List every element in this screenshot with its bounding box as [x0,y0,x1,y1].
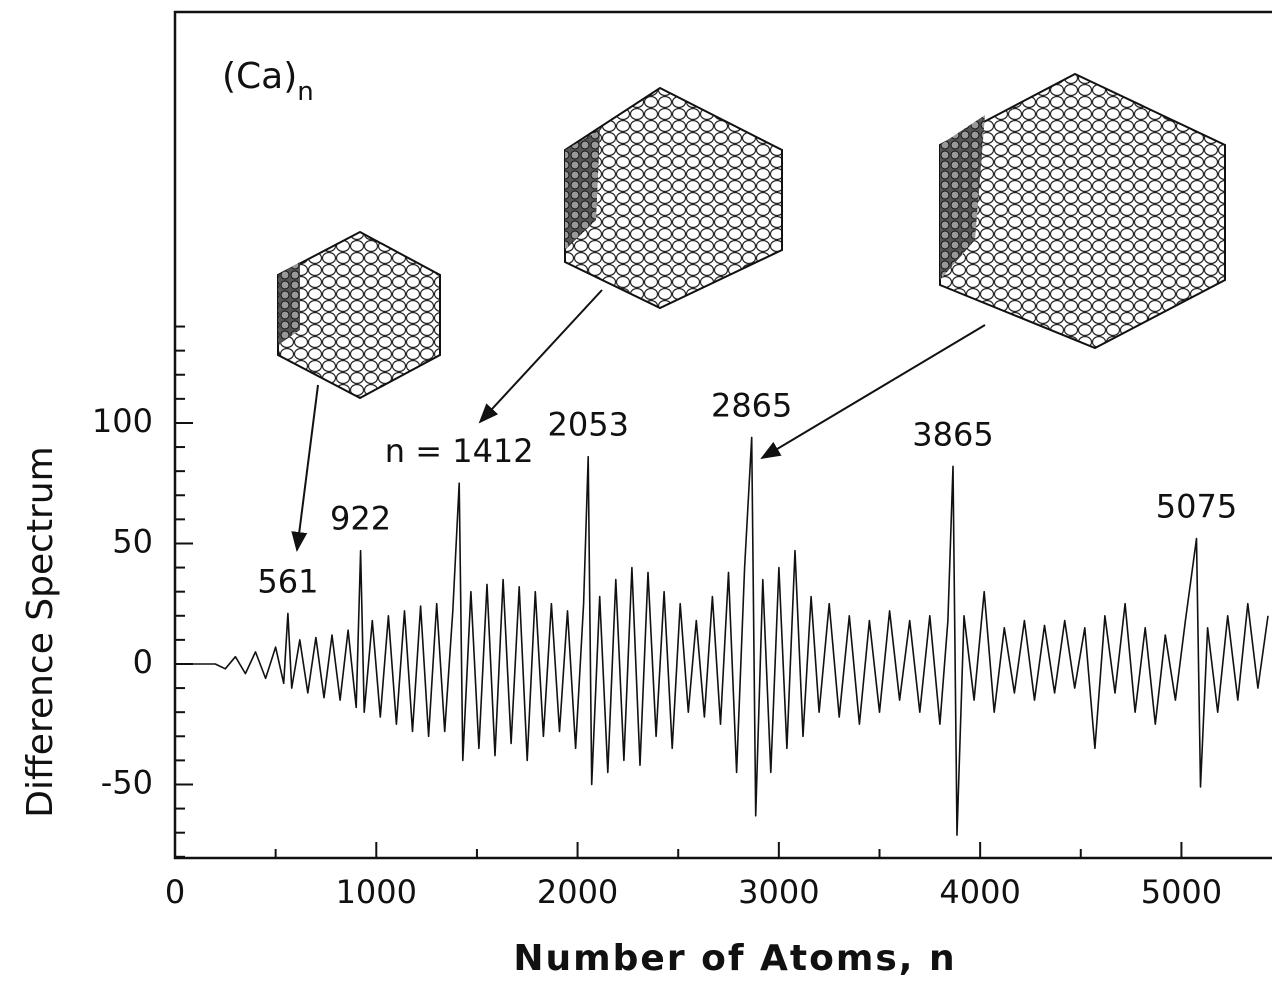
peak-label: 5075 [1156,488,1237,526]
y-axis-label: Difference Spectrum [20,446,61,817]
arrow [760,324,986,460]
peak-label: 922 [330,500,391,538]
title-text: (Ca) [222,56,297,97]
cluster-medium [564,86,783,310]
arrow [291,384,319,552]
peak-label: 3865 [912,415,993,453]
arrow [478,289,603,424]
x-tick-label: 0 [165,873,185,911]
peak-label: 561 [257,562,318,600]
y-tick-label: 0 [133,643,153,681]
peak-label: n = 1412 [385,432,534,470]
x-tick-label: 4000 [939,873,1020,911]
y-tick-label: -50 [101,763,153,801]
x-tick-label: 2000 [537,873,618,911]
x-tick-label: 1000 [336,873,417,911]
plot-frame [173,10,1272,860]
x-tick-label: 3000 [738,873,819,911]
data-line [175,436,1269,836]
y-tick-label: 50 [112,522,153,560]
x-tick-label: 5000 [1141,873,1222,911]
cluster-small [277,230,441,400]
title-subscript: n [297,77,313,107]
chart-title: (Ca)n [222,56,314,107]
peak-label: 2053 [548,406,629,444]
y-tick-label: 100 [92,402,153,440]
cluster-large [939,72,1226,350]
x-axis-label: Number of Atoms, n [513,938,956,979]
peak-label: 2865 [711,386,792,424]
